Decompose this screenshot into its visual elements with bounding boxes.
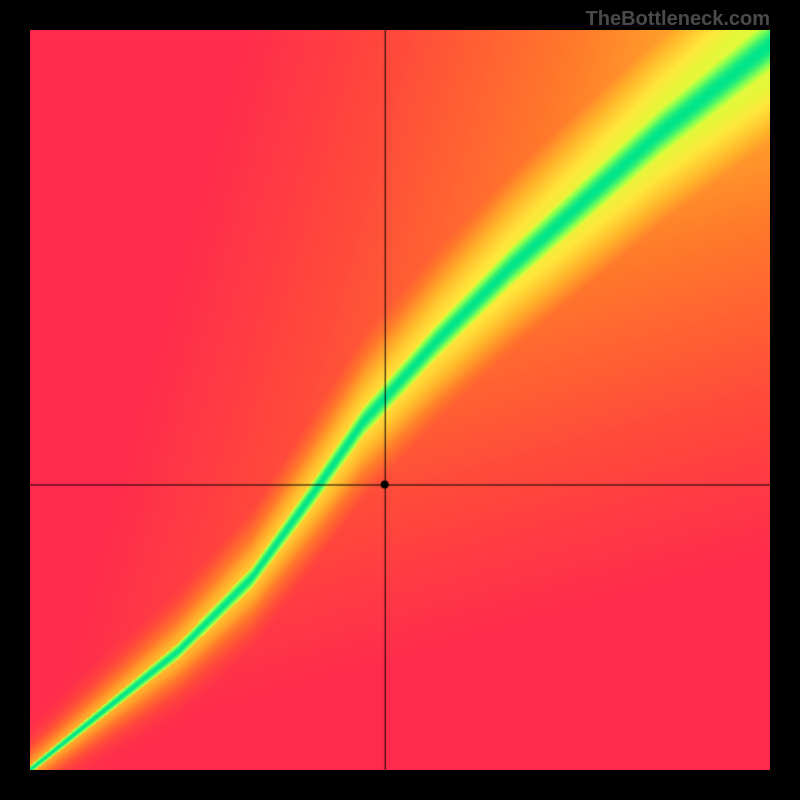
watermark-text: TheBottleneck.com [586,8,770,31]
heatmap-canvas [30,30,770,770]
heatmap-plot [30,30,770,770]
